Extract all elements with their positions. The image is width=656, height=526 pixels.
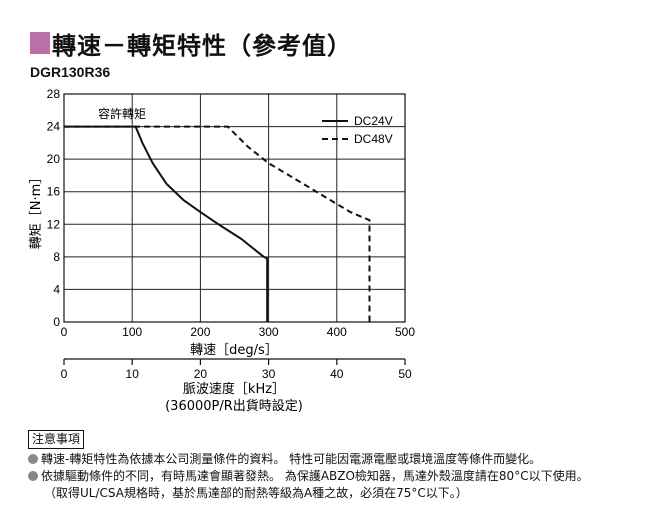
y-tick-label: 24: [47, 120, 61, 134]
note-continuation: （取得UL/CSA規格時，基於馬達部的耐熱等級為A種之故，必須在75°C以下。）: [44, 486, 468, 500]
x-axis-label: 轉速［deg/s］: [190, 343, 278, 358]
y-tick-label: 12: [47, 217, 61, 231]
y-tick-label: 8: [53, 250, 60, 264]
secondary-tick-label: 20: [194, 367, 208, 381]
bullet-icon: [28, 454, 38, 464]
x-tick-label: 200: [190, 325, 210, 339]
notes-heading: 注意事項: [28, 430, 85, 449]
plot-frame: [63, 93, 406, 323]
title-block: 轉速－轉矩特性（參考值）: [30, 26, 352, 60]
legend-label: DC48V: [354, 132, 393, 146]
annotation-layer: 容許轉矩: [98, 106, 146, 121]
x-tick-label: 400: [327, 325, 347, 339]
secondary-tick-label: 40: [330, 367, 344, 381]
model-label: DGR130R36: [30, 64, 111, 80]
secondary-axis-label: 脈波速度［kHz］: [183, 381, 285, 397]
grid-layer: [64, 93, 406, 322]
title-accent-square: [30, 32, 50, 54]
secondary-tick-label: 30: [262, 367, 276, 381]
page-title: 轉速－轉矩特性（參考值）: [52, 31, 352, 60]
legend: DC24V DC48V: [322, 114, 393, 146]
y-tick-label: 16: [47, 185, 61, 199]
axis-layer: 0 100 200 300 400 500 0 4 8 12 16 20 24 28: [47, 87, 416, 339]
series-line-dc48v: [64, 125, 371, 322]
y-axis-label: 轉矩［N·m］: [29, 171, 44, 250]
series-layer: [64, 125, 371, 322]
secondary-tick-label: 0: [61, 367, 68, 381]
note-item: 轉速-轉矩特性為依據本公司測量條件的資料。 特性可能因電源電壓或環境溫度等條件而…: [28, 451, 648, 468]
y-tick-label: 4: [53, 282, 60, 296]
series-line-dc24v: [64, 125, 269, 322]
x-tick-label: 300: [259, 325, 279, 339]
note-item: 依據驅動條件的不同，有時馬達會顯著發熱。 為保護ABZO檢知器，馬達外殼溫度請在…: [28, 468, 648, 485]
bullet-icon: [28, 471, 38, 481]
notes-section: 注意事項 轉速-轉矩特性為依據本公司測量條件的資料。 特性可能因電源電壓或環境溫…: [28, 430, 648, 502]
secondary-tick-label: 50: [398, 367, 412, 381]
note-text: 轉速-轉矩特性為依據本公司測量條件的資料。 特性可能因電源電壓或環境溫度等條件而…: [41, 452, 542, 466]
y-tick-label: 0: [53, 315, 60, 329]
annotation-permissible-torque: 容許轉矩: [98, 106, 146, 121]
x-tick-label: 0: [61, 325, 68, 339]
x-tick-label: 500: [395, 325, 415, 339]
y-tick-label: 28: [47, 87, 61, 101]
legend-label: DC24V: [354, 114, 393, 128]
secondary-axis-sublabel: (36000P/R出貨時設定): [165, 398, 303, 414]
secondary-tick-label: 10: [126, 367, 140, 381]
note-text: 依據驅動條件的不同，有時馬達會顯著發熱。 為保護ABZO檢知器，馬達外殼溫度請在…: [41, 469, 589, 483]
x-tick-label: 100: [122, 325, 142, 339]
secondary-axis: 0 10 20 30 40 50: [61, 358, 412, 381]
y-tick-label: 20: [47, 152, 61, 166]
